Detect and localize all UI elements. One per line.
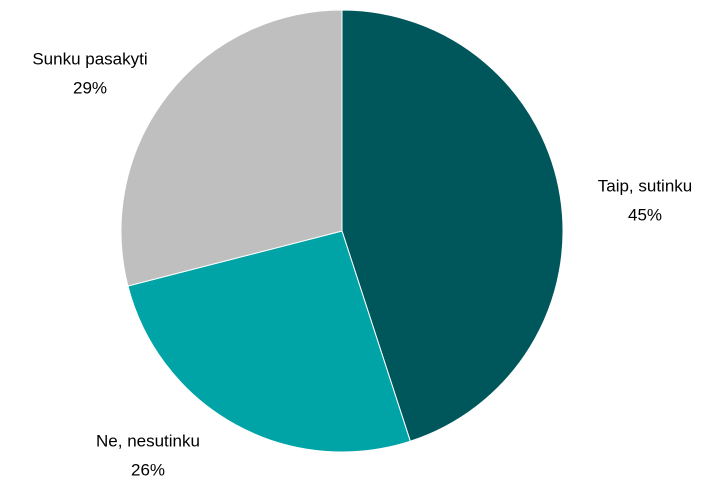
pie-slice	[341, 9, 564, 442]
slice-value-label: 45%	[628, 205, 662, 224]
pie-slice	[127, 230, 411, 453]
slice-value-label: 26%	[131, 460, 165, 479]
slice-label: Sunku pasakyti	[32, 49, 147, 68]
slice-label: Taip, sutinku	[598, 176, 693, 195]
slice-label: Ne, nesutinku	[96, 431, 200, 450]
slice-value-label: 29%	[73, 78, 107, 97]
pie-slice	[120, 9, 343, 287]
